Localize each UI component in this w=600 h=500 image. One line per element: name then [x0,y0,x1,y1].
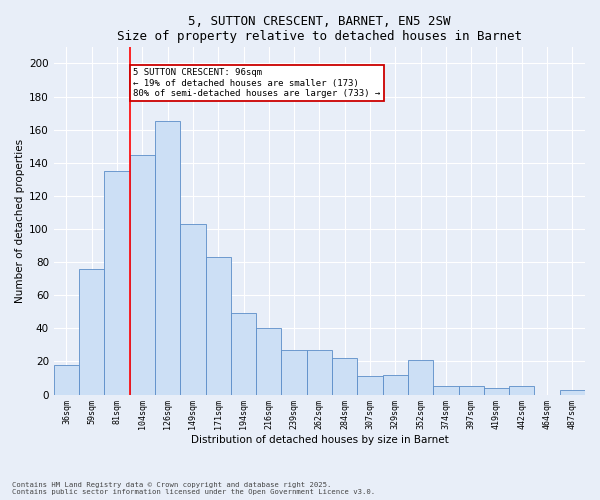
Text: Contains HM Land Registry data © Crown copyright and database right 2025.
Contai: Contains HM Land Registry data © Crown c… [12,482,375,495]
Bar [408,360,433,394]
Bar [54,365,79,394]
Bar [79,269,104,394]
Text: 5 SUTTON CRESCENT: 96sqm
← 19% of detached houses are smaller (173)
80% of semi-: 5 SUTTON CRESCENT: 96sqm ← 19% of detach… [133,68,381,98]
Bar [509,386,535,394]
Y-axis label: Number of detached properties: Number of detached properties [15,138,25,303]
Bar [458,386,484,394]
Bar [281,350,307,395]
Bar [484,388,509,394]
X-axis label: Distribution of detached houses by size in Barnet: Distribution of detached houses by size … [191,435,448,445]
Bar [130,154,155,394]
Bar [155,122,180,394]
Bar [104,171,130,394]
Bar [332,358,358,395]
Title: 5, SUTTON CRESCENT, BARNET, EN5 2SW
Size of property relative to detached houses: 5, SUTTON CRESCENT, BARNET, EN5 2SW Size… [117,15,522,43]
Bar [180,224,206,394]
Bar [560,390,585,394]
Bar [206,257,231,394]
Bar [383,374,408,394]
Bar [433,386,458,394]
Bar [358,376,383,394]
Bar [231,314,256,394]
Bar [307,350,332,395]
Bar [256,328,281,394]
